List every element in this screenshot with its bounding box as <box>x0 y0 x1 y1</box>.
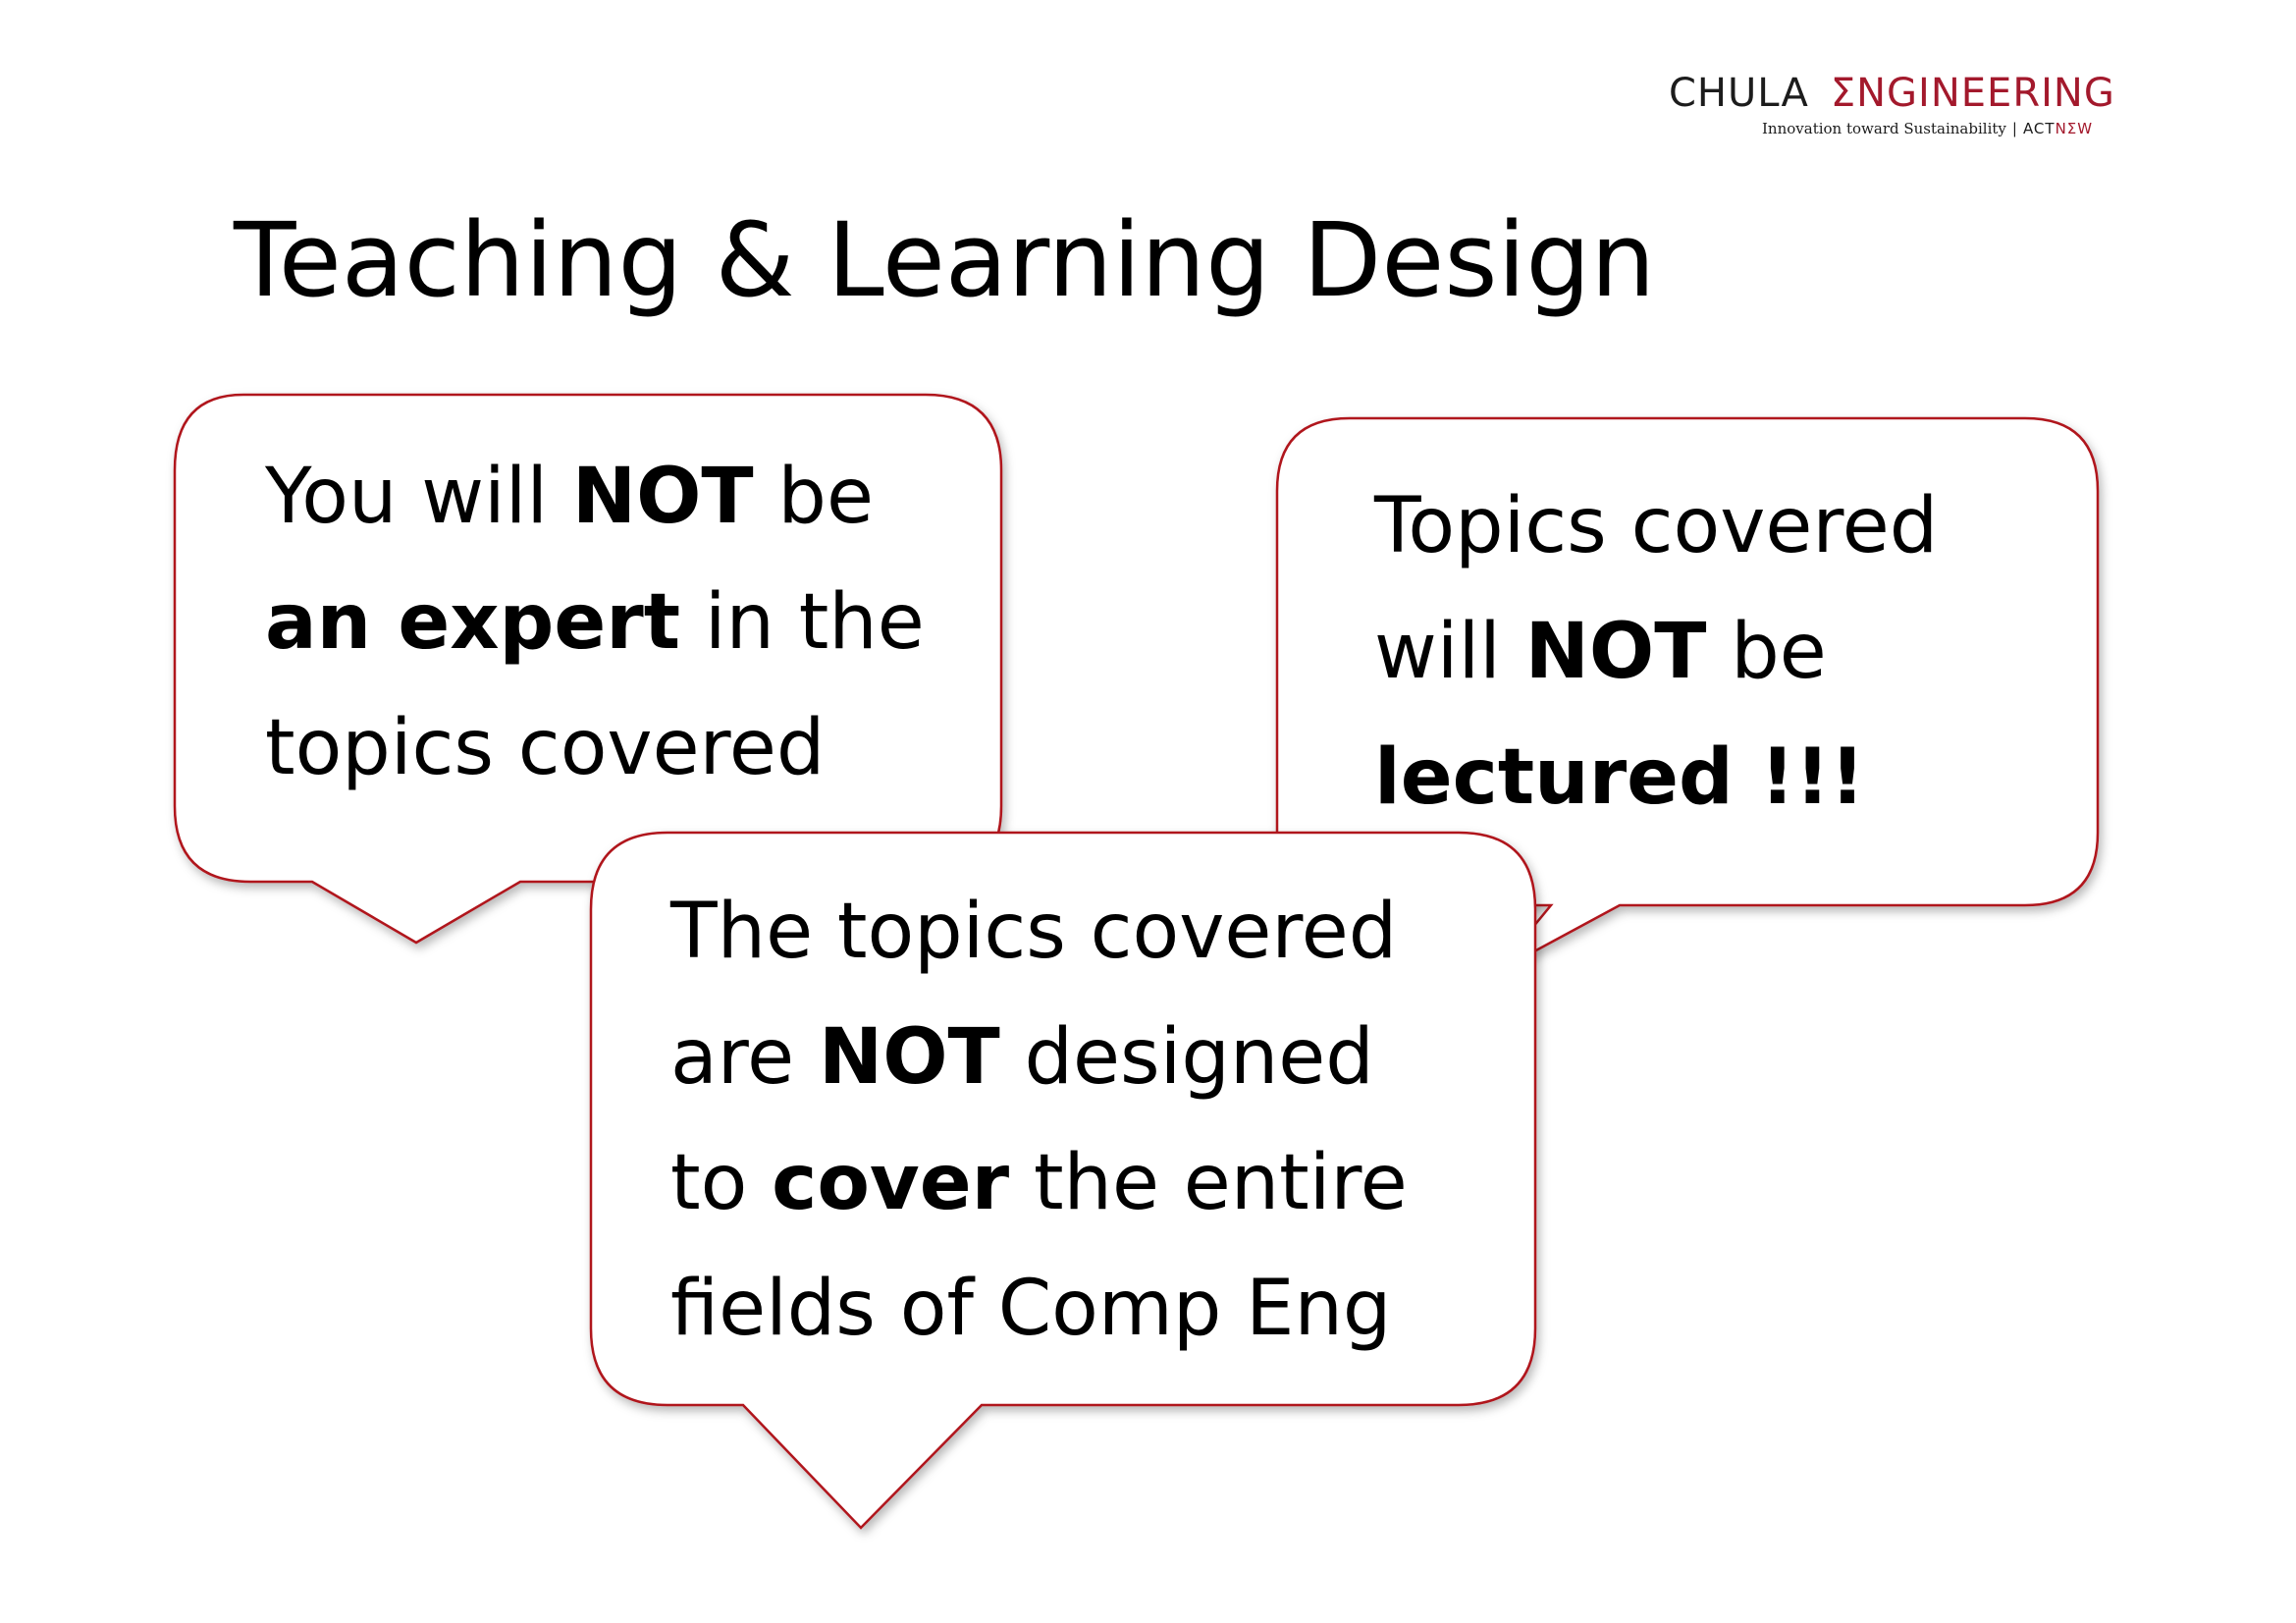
text: will <box>1374 608 1525 696</box>
logo-engineering: ΣNGINEERING <box>1830 71 2115 116</box>
chula-engineering-logo: CHULA ΣNGINEERING Innovation toward Susta… <box>1669 71 2199 149</box>
slide-title: Teaching & Learning Design <box>234 200 1656 320</box>
bubble-2-text: Topics covered will NOT be lectured !!! <box>1374 463 1938 840</box>
emphasis: cover <box>772 1139 1010 1227</box>
text: in the <box>680 578 925 667</box>
text: fields of Comp Eng <box>670 1265 1392 1353</box>
logo-tagline: Innovation toward Sustainability <box>1762 120 2006 137</box>
text: Topics covered <box>1374 482 1939 570</box>
text: to <box>670 1139 773 1227</box>
text: designed <box>999 1013 1374 1102</box>
text: You will <box>265 453 572 541</box>
emphasis: NOT <box>818 1013 1000 1102</box>
logo-chula: CHULA <box>1669 71 1809 116</box>
logo-wordmark: CHULA ΣNGINEERING <box>1669 71 2115 116</box>
text: the entire <box>1009 1139 1408 1227</box>
logo-now: NΣW <box>2055 120 2094 137</box>
speech-bubble-1 <box>173 393 1003 945</box>
bubble-1-text: You will NOT be an expert in the topics co… <box>265 434 925 811</box>
emphasis: lectured !!! <box>1374 733 1865 822</box>
text: The topics covered <box>670 888 1398 976</box>
text: be <box>753 453 874 541</box>
logo-separator: | <box>2011 120 2017 137</box>
text: be <box>1706 608 1827 696</box>
bubble-3-text: The topics covered are NOT designed to cov… <box>670 869 1408 1372</box>
text: topics covered <box>265 704 826 792</box>
emphasis: an expert <box>265 578 681 667</box>
emphasis: NOT <box>1524 608 1707 696</box>
speech-bubble-3 <box>589 831 1537 1530</box>
logo-tagline-row: Innovation toward Sustainability | ACTNΣW <box>1762 120 2093 137</box>
logo-act: ACT <box>2022 120 2056 137</box>
emphasis: NOT <box>571 453 754 541</box>
text: are <box>670 1013 819 1102</box>
